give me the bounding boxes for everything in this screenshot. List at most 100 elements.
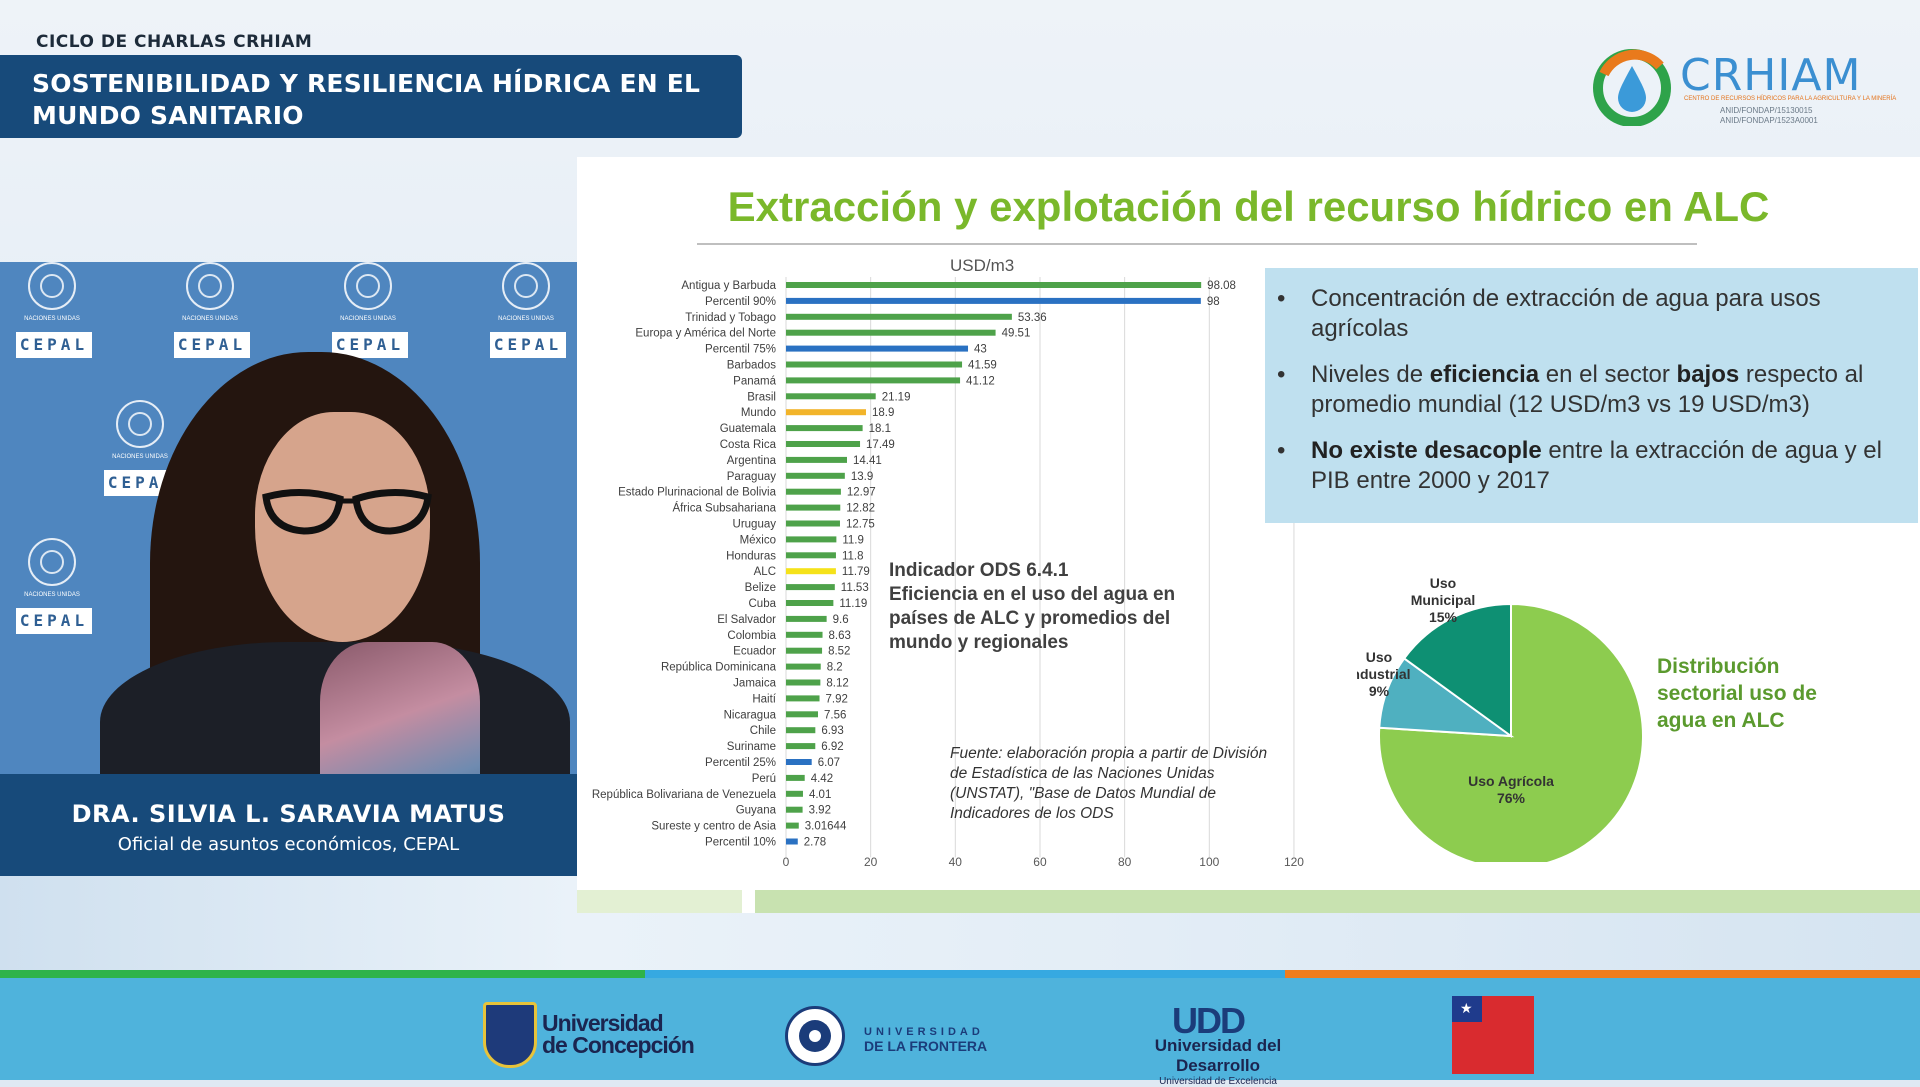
category-label: Nicaragua — [724, 709, 777, 721]
category-label: Paraguay — [727, 471, 776, 483]
key-point: Concentración de extracción de agua para… — [1277, 284, 1918, 344]
category-label: República Bolivariana de Venezuela — [592, 789, 777, 801]
bar — [786, 711, 819, 718]
bar — [786, 838, 798, 845]
wall-text: NACIONES UNIDAS — [112, 454, 168, 460]
udd-tagline: Universidad de Excelencia — [1159, 1076, 1277, 1087]
category-label: Trinidad y Tobago — [685, 312, 776, 324]
category-label: África Subsahariana — [672, 502, 776, 515]
indicator-description: Eficiencia en el uso del agua en países … — [889, 584, 1176, 653]
category-label: Brasil — [747, 391, 776, 403]
bar — [786, 488, 841, 495]
x-tick-label: 80 — [1118, 855, 1132, 869]
category-label: Percentil 75% — [705, 344, 776, 356]
pie-label: Uso Municipal 15% — [1411, 575, 1476, 625]
value-label: 3.01644 — [805, 821, 847, 833]
bar — [786, 647, 823, 654]
key-point: No existe desacople entre la extracción … — [1277, 436, 1918, 496]
pie-label: UsoIndustrial9% — [1357, 649, 1411, 699]
value-label: 2.78 — [804, 837, 826, 849]
category-label: Chile — [750, 725, 776, 737]
speaker-video: NACIONES UNIDAS CEPAL NACIONES UNIDAS CEPA… — [0, 262, 577, 774]
category-label: Honduras — [726, 550, 776, 562]
chart-unit-label: USD/m3 — [950, 256, 1014, 275]
talk-title-banner: SOSTENIBILIDAD Y RESILIENCIA HÍDRICA EN … — [0, 55, 742, 138]
value-label: 18.1 — [869, 423, 891, 435]
value-label: 18.9 — [872, 407, 894, 419]
color-stripe — [0, 970, 645, 978]
bar — [786, 441, 861, 447]
value-label: 8.12 — [826, 678, 848, 690]
bar — [786, 743, 816, 750]
bar — [786, 552, 836, 559]
value-label: 3.92 — [809, 805, 831, 817]
udec-line: de Concepción — [542, 1032, 695, 1058]
x-tick-label: 100 — [1199, 855, 1219, 869]
value-label: 49.51 — [1002, 328, 1031, 340]
wall-text: NACIONES UNIDAS — [182, 316, 238, 322]
un-emblem-icon — [116, 400, 164, 448]
speaker-nameplate: DRA. SILVIA L. SARAVIA MATUS Oficial de … — [0, 774, 577, 876]
bar — [786, 774, 805, 781]
value-label: 9.6 — [833, 614, 849, 626]
anid-logo: ★ — [1452, 996, 1534, 1074]
udd-name: Universidad del Desarrollo — [1154, 1036, 1282, 1075]
category-label: Guyana — [736, 805, 777, 817]
presentation-slide: Extracción y explotación del recurso híd… — [577, 157, 1920, 913]
un-emblem-icon — [186, 262, 234, 310]
category-label: Haití — [752, 693, 776, 705]
bar — [786, 361, 963, 368]
pie-slice — [1378, 602, 1644, 862]
key-point: Niveles de eficiencia en el sector bajos… — [1277, 360, 1918, 420]
wall-cepal: CEPAL — [16, 608, 92, 634]
category-label: ALC — [754, 566, 776, 578]
value-label: 8.63 — [829, 630, 851, 642]
color-stripe — [1285, 970, 1920, 978]
slide-title: Extracción y explotación del recurso híd… — [727, 183, 1770, 230]
category-label: México — [740, 534, 776, 546]
bar — [786, 504, 841, 511]
key-point-text: entre la extracción de agua y el PIB ent… — [1311, 437, 1882, 494]
cepal-wall-logo: NACIONES UNIDAS CEPAL — [12, 262, 92, 372]
bar — [786, 409, 867, 416]
value-label: 4.42 — [811, 773, 833, 785]
bar — [786, 456, 847, 463]
category-label: Cuba — [749, 598, 777, 610]
series-label: CICLO DE CHARLAS CRHIAM — [36, 32, 313, 52]
value-label: 6.93 — [821, 725, 843, 737]
bar — [786, 520, 840, 527]
crhiam-code-1: ANID/FONDAP/15130015 — [1720, 106, 1813, 115]
talk-title-line1: SOSTENIBILIDAD Y RESILIENCIA HÍDRICA EN … — [32, 69, 701, 98]
crhiam-wordmark: CRHIAM — [1680, 50, 1862, 101]
value-label: 12.75 — [846, 519, 875, 531]
value-label: 11.79 — [842, 566, 870, 578]
glasses-icon — [262, 488, 432, 535]
key-points-box: Concentración de extracción de agua para… — [1265, 268, 1918, 523]
value-label: 11.9 — [842, 534, 864, 546]
source-note: Fuente: elaboración propia a partir de D… — [950, 745, 1268, 822]
indicator-title: Indicador ODS 6.4.1 — [889, 560, 1069, 581]
category-label: Panamá — [733, 375, 776, 387]
bar — [786, 663, 821, 670]
bar — [786, 282, 1202, 288]
bar — [786, 345, 969, 352]
key-point-text: Niveles de — [1311, 361, 1430, 388]
value-label: 8.52 — [828, 646, 850, 658]
value-label: 11.53 — [841, 582, 869, 594]
key-point-emphasis: eficiencia — [1429, 361, 1540, 388]
value-label: 4.01 — [809, 789, 831, 801]
category-label: Europa y América del Norte — [635, 328, 776, 340]
category-label: Ecuador — [733, 646, 776, 658]
cepal-wall-logo: NACIONES UNIDAS CEPAL — [12, 538, 92, 648]
value-label: 13.9 — [851, 471, 873, 483]
key-point-emphasis: bajos — [1676, 361, 1740, 388]
value-label: 14.41 — [853, 455, 882, 467]
category-label: Jamaica — [733, 678, 776, 690]
category-label: Percentil 90% — [705, 296, 776, 308]
category-label: Suriname — [727, 741, 776, 753]
category-label: Estado Plurinacional de Bolivia — [618, 487, 777, 499]
value-label: 7.92 — [826, 693, 848, 705]
wall-cepal: CEPAL — [174, 332, 250, 358]
efficiency-bar-chart: USD/m3 0 20 40 60 80 100 120 Antigua y Barbuda 98… — [592, 256, 1304, 869]
key-point-text: Concentración de extracción de agua para… — [1311, 285, 1821, 342]
